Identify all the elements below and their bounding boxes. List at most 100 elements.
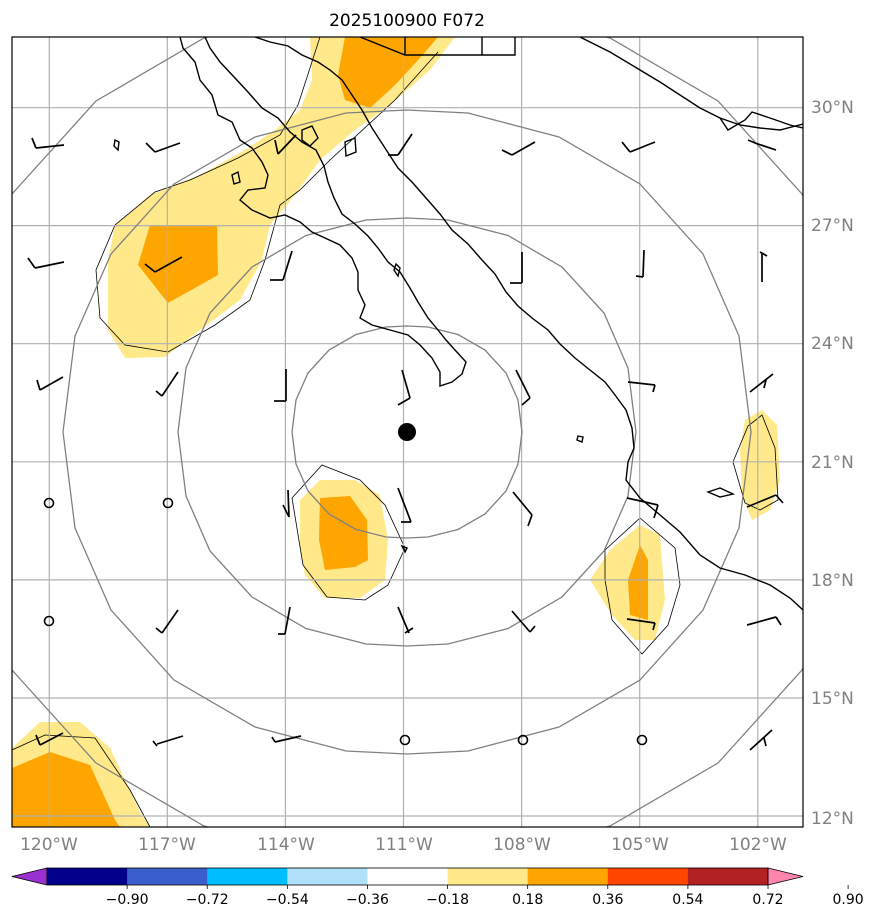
colorbar-tick-label: −0.36 [346,892,389,908]
calm-circle [517,734,529,746]
wind-barb [749,373,774,393]
wind-barb [621,141,656,153]
lat-label: 21°N [811,453,854,473]
wind-barb [36,376,64,391]
wind-barb [155,371,179,397]
wind-barb [512,491,533,527]
us-mexico-border-region [579,37,803,131]
wind-barb [282,489,290,518]
calm-circle [43,497,55,509]
wind-barb [397,606,414,634]
lon-label: 114°W [257,835,315,855]
southeast-blob-orange [628,545,648,620]
range-ring-1 [291,325,523,539]
small-island-4 [706,487,736,498]
gulf-coast [719,111,803,131]
range-ring-2 [177,217,637,647]
baja-california-west-coast [179,37,467,387]
coastlines [113,37,803,611]
range-rings [12,37,803,827]
lat-label: 24°N [811,334,854,354]
wind-barb [510,252,523,284]
lon-label: 120°W [20,835,78,855]
range-ring-3 [62,109,752,755]
socorro-island [400,544,408,554]
calm-circle [43,615,55,627]
contour-lines [12,37,779,827]
colorbar-tick-label: −0.18 [426,892,469,908]
wind-barb [397,487,412,523]
calm-circle [399,734,411,746]
colorbar-tick-label: 0.90 [833,892,864,908]
calm-circle [636,734,648,746]
wind-barb [271,735,302,743]
storm-center-marker [398,423,416,441]
range-ring-4 [12,37,803,827]
lon-label: 108°W [493,835,551,855]
lat-label: 27°N [811,216,854,236]
colorbar-tick-label: 0.36 [592,892,623,908]
colorbar-segment [287,868,368,885]
wind-barb [746,616,782,626]
lon-label: 105°W [611,835,669,855]
colorbar-segment [527,868,609,885]
wind-barb [511,610,536,633]
lat-label: 30°N [811,98,854,118]
wind-barb [278,606,291,635]
mexico-mainland-coast [254,37,803,611]
wind-barbs [27,133,784,751]
center-blob-orange [319,496,368,570]
wind-barb [397,369,411,406]
wind-barb [155,609,179,634]
latitude-labels: 30°N 27°N 24°N 21°N 18°N 15°N 12°N [811,98,854,829]
calm-circle [162,497,174,509]
colorbar-segment [47,868,128,885]
colorbar-segment [207,868,288,885]
wind-barb [27,257,65,269]
wind-barb [31,137,65,149]
colorbar-segment [367,868,449,885]
colorbar-outline [46,867,769,886]
colorbar-tick-label: 0.54 [672,892,703,908]
wind-barb [388,133,413,156]
angel-island [344,136,357,158]
colorbar-extend-high [767,867,804,886]
longitude-labels: 120°W 117°W 114°W 111°W 108°W 105°W 102°… [20,835,787,855]
wind-barb [144,256,183,273]
wind-barb [627,381,656,393]
small-island-1 [113,138,120,152]
wind-barb [747,139,777,151]
colorbar-extend-low [11,867,48,886]
wind-barb [515,369,531,406]
tiburon-island [301,125,319,147]
wind-barb [35,732,64,746]
lat-label: 18°N [811,571,854,591]
wind-barb [746,494,784,508]
calm-markers [43,497,648,746]
lat-label: 12°N [811,809,854,829]
wind-barb [274,369,287,402]
colorbar-tick-label: 0.72 [752,892,783,908]
wind-barb [152,735,184,747]
colorbar-tick-label: −0.54 [266,892,309,908]
colorbar-tick-label: 0.18 [512,892,543,908]
wind-barb [501,141,536,156]
wind-barb [270,250,293,281]
wind-barb [626,618,656,631]
lon-label: 117°W [138,835,196,855]
wind-barb [274,134,297,155]
colorbar-tick-label: −0.90 [106,892,149,908]
colorbar-ticks: −0.90 −0.72 −0.54 −0.36 −0.18 0.18 0.36 0.54 0.7… [106,885,864,908]
lon-label: 111°W [375,835,433,855]
colorbar-segments [11,867,804,886]
wind-barb [145,142,181,153]
lat-lon-grid [12,37,803,827]
wind-barb [626,497,659,519]
colorbar-segment [127,868,208,885]
west-core-orange [138,225,218,303]
map-title: 2025100900 F072 [329,11,485,31]
colorbar-tick-label: −0.72 [186,892,229,908]
southwest-blob-orange [12,752,120,827]
wind-barb [749,729,773,751]
